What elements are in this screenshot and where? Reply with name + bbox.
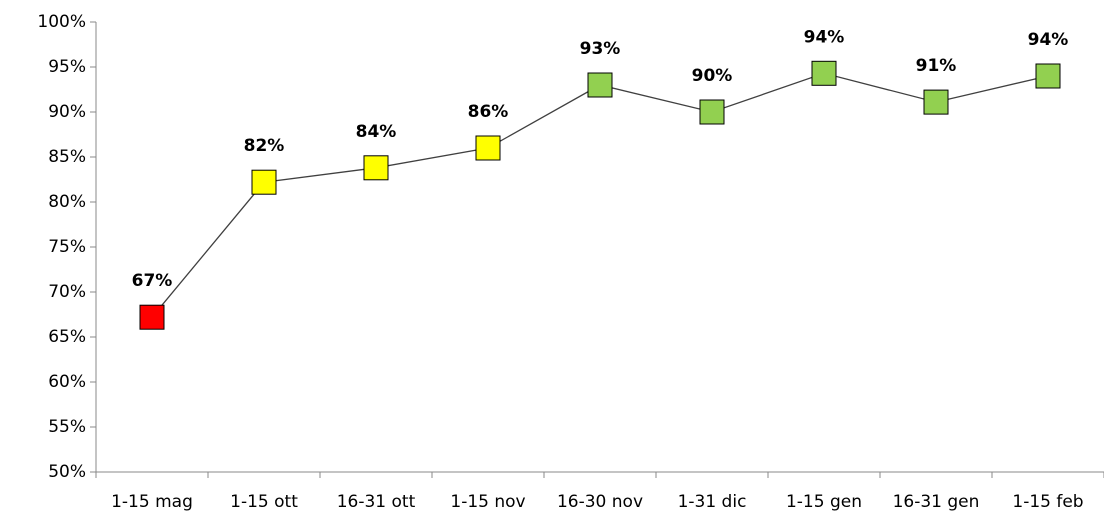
x-tick-label: 16-31 ott — [337, 492, 416, 512]
y-tick-label: 100% — [37, 12, 86, 32]
x-tick-label: 16-31 gen — [893, 492, 980, 512]
value-label: 94% — [1028, 30, 1069, 50]
x-tick-label: 1-15 ott — [230, 492, 298, 512]
value-label: 91% — [916, 56, 957, 76]
value-label: 86% — [468, 102, 509, 122]
x-tick-label: 1-15 feb — [1012, 492, 1083, 512]
y-tick-label: 80% — [48, 192, 86, 212]
point-marker — [811, 60, 837, 86]
point-marker — [363, 155, 389, 181]
y-tick-label: 70% — [48, 282, 86, 302]
value-label: 93% — [580, 39, 621, 59]
y-tick-label: 95% — [48, 57, 86, 77]
y-tick-label: 90% — [48, 102, 86, 122]
y-tick-label: 75% — [48, 237, 86, 257]
x-tick-label: 16-30 nov — [557, 492, 643, 512]
x-tick-label: 1-15 mag — [111, 492, 193, 512]
point-marker — [1035, 63, 1061, 89]
y-tick-label: 55% — [48, 417, 86, 437]
point-marker — [699, 99, 725, 125]
x-tick-label: 1-31 dic — [678, 492, 747, 512]
point-marker — [251, 169, 277, 195]
value-label: 94% — [804, 27, 845, 47]
data-line — [151, 72, 1049, 318]
value-label: 90% — [692, 66, 733, 86]
x-tick-label: 1-15 gen — [786, 492, 862, 512]
value-label: 84% — [356, 122, 397, 142]
value-label: 67% — [132, 271, 173, 291]
x-tick-label: 1-15 nov — [450, 492, 525, 512]
y-tick-label: 50% — [48, 462, 86, 482]
point-marker — [587, 72, 613, 98]
y-tick-label: 60% — [48, 372, 86, 392]
y-tick-label: 85% — [48, 147, 86, 167]
y-tick-label: 65% — [48, 327, 86, 347]
point-marker — [923, 89, 949, 115]
value-label: 82% — [244, 136, 285, 156]
point-marker — [139, 304, 165, 330]
point-marker — [475, 135, 501, 161]
